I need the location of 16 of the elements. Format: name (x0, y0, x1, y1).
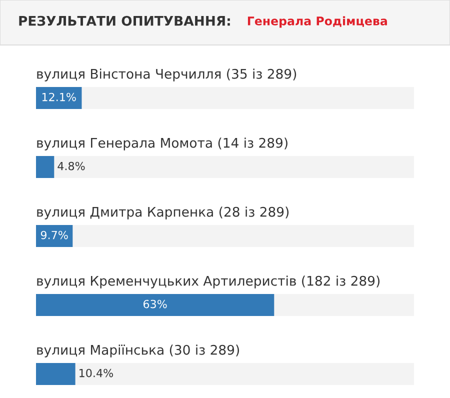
data-label: 9.7% (40, 230, 68, 240)
data-label: 10.4% (80, 368, 113, 378)
y-tick-label: вулиця Маріїнська (30 із 289) (37, 344, 239, 358)
y-tick-label: вулиця Генерала Момота (14 із 289) (37, 138, 288, 150)
data-label: 12.1% (42, 92, 76, 102)
bar (36, 156, 54, 178)
bar (36, 87, 82, 109)
data-label: 63% (144, 300, 167, 308)
chart-subtitle: Генерала Родімцева (248, 16, 387, 28)
data-label: 4.8% (58, 162, 85, 170)
y-tick-label: вулиця Кременчуцьких Артилеристів (182 із 289) (37, 276, 380, 288)
y-tick-label: вулиця Вінстона Черчилля (35 із 289) (37, 68, 296, 82)
bar (36, 363, 76, 385)
y-tick-label: вулиця Дмитра Карпенка (28 із 289) (37, 206, 289, 220)
chart-title: РЕЗУЛЬТАТИ ОПИТУВАННЯ: (19, 16, 230, 26)
bar (36, 225, 73, 247)
